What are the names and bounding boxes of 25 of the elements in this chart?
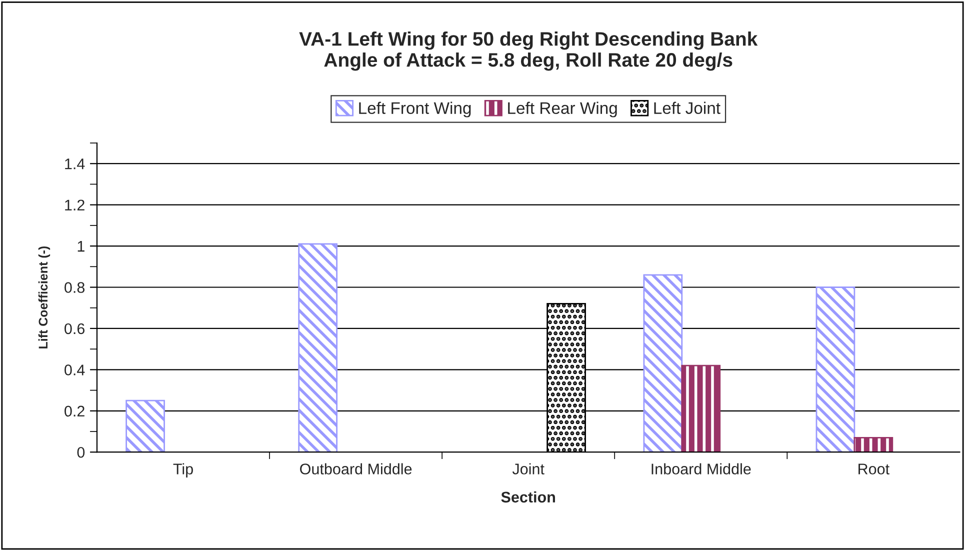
bar: [643, 274, 683, 452]
y-tick-label: 1.4: [65, 158, 85, 170]
x-tick-label: Inboard Middle: [652, 463, 751, 474]
x-tick-label: Root: [858, 464, 890, 474]
bar: [126, 400, 165, 452]
legend-label: Left Rear Wing: [508, 102, 617, 118]
x-axis-title: Section: [501, 491, 555, 503]
bar: [298, 243, 338, 452]
legend-label: Left Joint: [654, 102, 720, 114]
x-tick-label: Tip: [173, 463, 193, 478]
y-tick-label: 0.6: [64, 323, 85, 334]
y-tick-label: 0: [77, 446, 85, 458]
y-axis-title: Lift Coefficient (-): [38, 246, 50, 348]
y-tick-label: 0.8: [64, 282, 85, 293]
x-tick-label: Joint: [512, 463, 544, 474]
x-tick-label: Outboard Middle: [300, 463, 412, 474]
bar: [816, 286, 856, 452]
y-tick-label: 0.4: [64, 364, 85, 376]
bar: [681, 364, 721, 452]
y-tick-label: 0.2: [64, 406, 84, 417]
y-tick-label: 1: [78, 241, 84, 252]
y-tick-label: 1.2: [65, 200, 84, 210]
chart-title: VA-1 Left Wing for 50 deg Right Descending Bank Angle of Attack = 5.8 deg, Roll Rate 20 deg/s: [299, 31, 758, 71]
legend-label: Left Front Wing: [359, 102, 471, 118]
bar: [854, 436, 894, 452]
